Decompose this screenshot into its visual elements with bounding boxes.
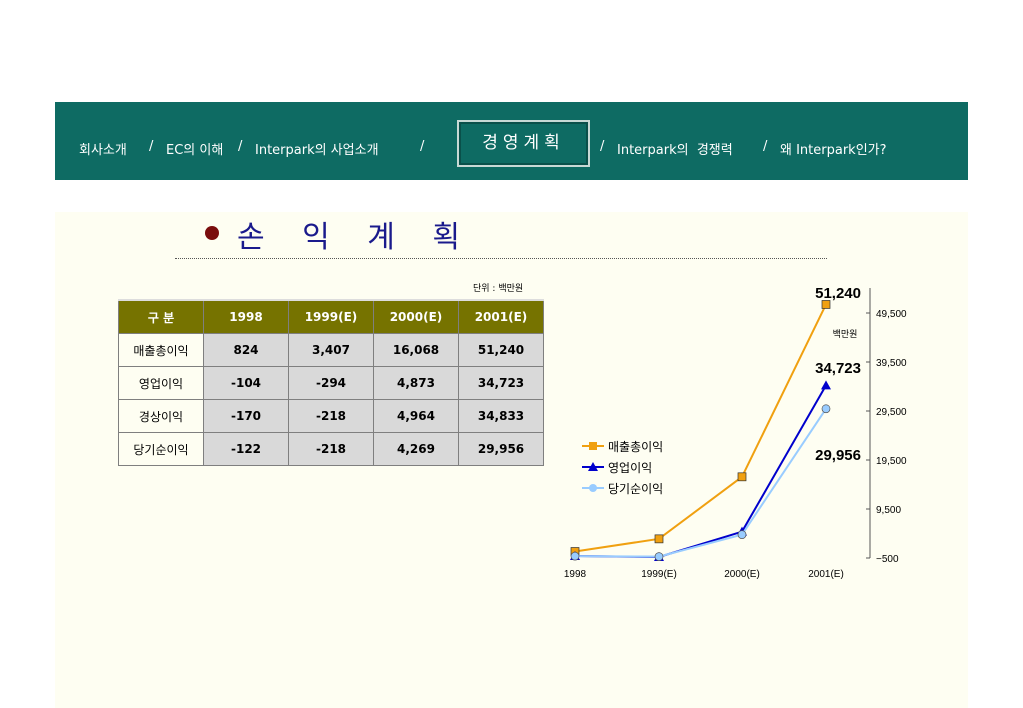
- table-cell: -218: [288, 399, 374, 433]
- table-cell: 4,964: [373, 399, 459, 433]
- nav-separator: /: [600, 139, 605, 154]
- table-cell: -122: [203, 432, 289, 466]
- legend-label: 매출총이익: [608, 440, 663, 454]
- row-label: 경상이익: [118, 399, 204, 433]
- top-navigation-bar: 회사소개 / EC의 이해 / Interpark의 사업소개 / 경영계획 /…: [55, 102, 968, 180]
- table-row: 영업이익 -104 -294 4,873 34,723: [118, 366, 544, 400]
- unit-note: 단위 : 백만원: [473, 284, 524, 294]
- table-cell: 4,873: [373, 366, 459, 400]
- table-cell: -170: [203, 399, 289, 433]
- table-cell: 3,407: [288, 333, 374, 367]
- table-header-row: 구 분 1998 1999(E) 2000(E) 2001(E): [118, 299, 544, 334]
- legend-marker: [589, 484, 597, 492]
- table-cell: -218: [288, 432, 374, 466]
- x-tick-label: 1998: [564, 569, 587, 580]
- table-cell: 4,269: [373, 432, 459, 466]
- row-label: 당기순이익: [118, 432, 204, 466]
- table-header-label: 구 분: [118, 299, 204, 334]
- bullet-icon: [205, 226, 219, 240]
- data-point-marker: [654, 552, 664, 561]
- table-row: 매출총이익 824 3,407 16,068 51,240: [118, 333, 544, 367]
- x-tick-label: 1999(E): [641, 569, 677, 580]
- nav-separator: /: [149, 139, 154, 154]
- table-header-year: 2001(E): [458, 299, 544, 334]
- table-cell: 34,723: [458, 366, 544, 400]
- legend-label: 영업이익: [608, 461, 652, 475]
- data-callout-label: 29,956: [815, 447, 861, 464]
- nav-active-business-plan-tab[interactable]: 경영계획: [457, 120, 590, 167]
- legend-marker: [589, 442, 597, 450]
- y-tick-label: 19,500: [876, 456, 907, 467]
- series-line: [574, 408, 827, 558]
- nav-company-intro[interactable]: 회사소개: [79, 143, 127, 158]
- row-label: 매출총이익: [118, 333, 204, 367]
- data-point-marker: [737, 530, 747, 539]
- data-point-marker: [570, 551, 580, 561]
- nav-competitiveness-word1: Interpark의: [617, 143, 689, 158]
- y-tick-label: 9,500: [876, 505, 901, 516]
- page-title: 손 익 계 획: [237, 220, 475, 255]
- data-callout-label: 51,240: [815, 285, 861, 302]
- nav-ec-understanding[interactable]: EC의 이해: [166, 143, 224, 158]
- y-tick-label: 29,500: [876, 407, 907, 418]
- table-cell: 34,833: [458, 399, 544, 433]
- data-point-marker: [737, 472, 747, 482]
- data-point-marker: [821, 380, 831, 390]
- table-row: 경상이익 -170 -218 4,964 34,833: [118, 399, 544, 433]
- legend-label: 당기순이익: [608, 482, 663, 496]
- data-point-marker: [654, 534, 664, 544]
- x-tick-label: 2001(E): [808, 569, 844, 580]
- data-point-marker: [821, 300, 831, 309]
- table-cell: 16,068: [373, 333, 459, 367]
- y-axis-unit-label: 백만원: [833, 329, 858, 340]
- data-point-marker: [821, 404, 831, 414]
- table-row: 당기순이익 -122 -218 4,269 29,956: [118, 432, 544, 466]
- nav-interpark-competitiveness[interactable]: Interpark의 경쟁력: [617, 139, 733, 158]
- content-panel: 손 익 계 획 단위 : 백만원 구 분 1998 1999(E) 2000(E…: [55, 212, 968, 708]
- title-divider: [175, 258, 827, 259]
- table-cell: 29,956: [458, 432, 544, 466]
- table-header-year: 2000(E): [373, 299, 459, 334]
- series-line: [574, 304, 827, 553]
- nav-separator: /: [763, 139, 768, 154]
- nav-why-interpark[interactable]: 왜 Interpark인가?: [780, 143, 887, 158]
- table-header-year: 1998: [203, 299, 289, 334]
- nav-separator: /: [238, 139, 243, 154]
- y-tick-label: 39,500: [876, 358, 907, 369]
- nav-separator: /: [420, 139, 425, 154]
- y-tick-label: −500: [876, 554, 899, 565]
- profit-plan-table: 구 분 1998 1999(E) 2000(E) 2001(E) 매출총이익 8…: [118, 299, 544, 466]
- data-callout-label: 34,723: [815, 360, 861, 377]
- legend-marker: [588, 462, 598, 471]
- row-label: 영업이익: [118, 366, 204, 400]
- table-cell: 824: [203, 333, 289, 367]
- y-tick-label: 49,500: [876, 309, 907, 320]
- nav-interpark-business[interactable]: Interpark의 사업소개: [255, 143, 379, 158]
- table-cell: 51,240: [458, 333, 544, 367]
- x-tick-label: 2000(E): [724, 569, 760, 580]
- nav-competitiveness-word2: 경쟁력: [696, 143, 733, 158]
